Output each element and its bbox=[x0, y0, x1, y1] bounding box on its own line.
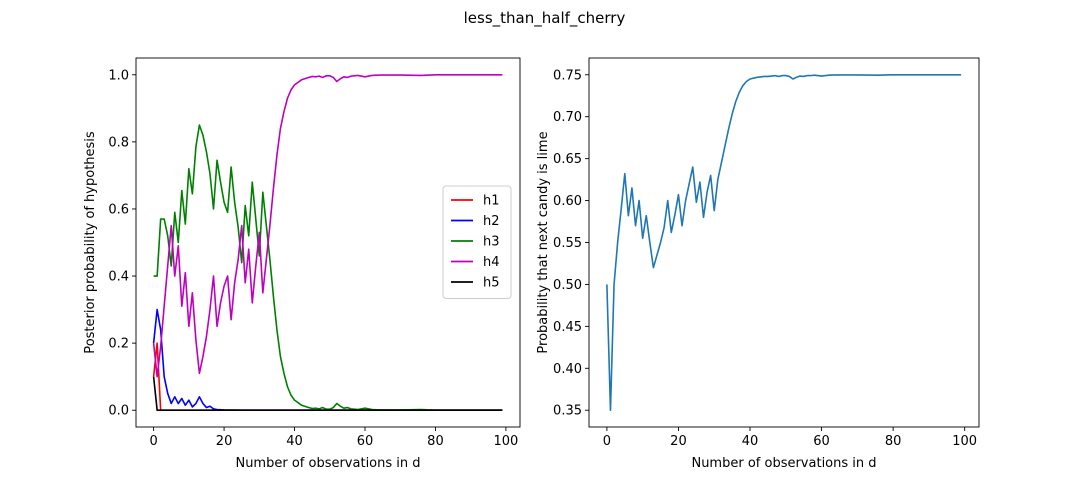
right-y-tick-label: 0.50 bbox=[553, 278, 582, 293]
left-legend-frame bbox=[442, 185, 512, 299]
right-x-tick-label: 80 bbox=[885, 434, 902, 449]
left-x-axis-label: Number of observations in d bbox=[235, 456, 420, 471]
left-y-tick-label: 0.6 bbox=[108, 202, 129, 217]
right-y-tick-label: 0.35 bbox=[553, 404, 582, 419]
right-y-tick-label: 0.70 bbox=[553, 110, 582, 125]
right-axes-frame bbox=[588, 57, 980, 428]
right-y-tick-label: 0.45 bbox=[553, 320, 582, 335]
left-legend-label-h4: h4 bbox=[483, 255, 500, 270]
left-legend-label-h2: h2 bbox=[483, 214, 500, 229]
left-series-group bbox=[152, 73, 503, 412]
right-x-tick-label: 100 bbox=[952, 434, 977, 449]
right-y-tick-label: 0.65 bbox=[553, 152, 582, 167]
left-series-line-h2 bbox=[152, 308, 503, 412]
right-y-tick-label: 0.60 bbox=[553, 194, 582, 209]
right-axes: 0 20 40 60 80 100 0.35 0.40 0.45 0.50 0.55 0.60 0.65… bbox=[536, 57, 980, 471]
left-x-tick-label: 80 bbox=[427, 434, 444, 449]
right-y-axis-label: Probability that next candy is lime bbox=[536, 131, 551, 353]
left-series-line-h5 bbox=[152, 376, 503, 412]
left-x-tick-label: 100 bbox=[493, 434, 518, 449]
left-y-tick-label: 0.8 bbox=[108, 135, 129, 150]
right-x-tick-label: 20 bbox=[670, 434, 687, 449]
left-y-tick-label: 1.0 bbox=[108, 68, 129, 83]
left-x-tick-label: 60 bbox=[357, 434, 374, 449]
left-axes: 0 20 40 60 80 100 0.0 0.2 0.4 0.6 0.8 1.0 Number of … bbox=[83, 57, 521, 471]
right-y-tick-label: 0.75 bbox=[553, 68, 582, 83]
left-x-tick-label: 0 bbox=[149, 434, 157, 449]
right-series-group bbox=[606, 73, 962, 412]
left-y-tick-label: 0.0 bbox=[108, 404, 129, 419]
left-x-tick-label: 40 bbox=[286, 434, 303, 449]
left-legend-label-h1: h1 bbox=[483, 194, 500, 209]
left-y-axis-label: Posterior probability of hypothesis bbox=[83, 131, 98, 354]
left-series-line-h1 bbox=[152, 342, 503, 412]
right-y-tick-label: 0.40 bbox=[553, 362, 582, 377]
left-axes-frame bbox=[135, 57, 521, 428]
left-legend-label-h5: h5 bbox=[483, 276, 500, 291]
left-legend-label-h3: h3 bbox=[483, 235, 500, 250]
right-x-tick-label: 40 bbox=[742, 434, 759, 449]
left-y-tick-label: 0.2 bbox=[108, 337, 129, 352]
left-y-tick-label: 0.4 bbox=[108, 270, 129, 285]
left-legend: h1 h2 h3 h4 h5 bbox=[442, 185, 512, 299]
left-x-tick-label: 20 bbox=[216, 434, 233, 449]
right-y-tick-label: 0.55 bbox=[553, 236, 582, 251]
right-x-tick-label: 60 bbox=[813, 434, 830, 449]
figure-title: less_than_half_cherry bbox=[464, 9, 626, 28]
right-x-tick-label: 0 bbox=[603, 434, 611, 449]
right-series-line-0 bbox=[606, 73, 962, 412]
right-x-axis-label: Number of observations in d bbox=[691, 456, 876, 471]
left-series-line-h4 bbox=[152, 73, 503, 378]
left-series-line-h3 bbox=[153, 124, 503, 412]
